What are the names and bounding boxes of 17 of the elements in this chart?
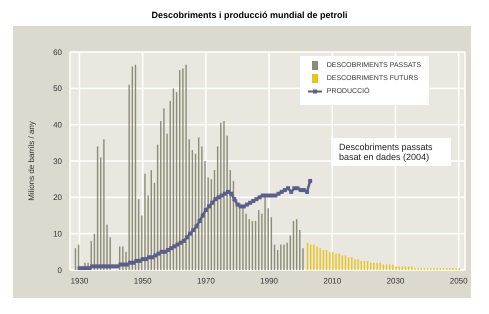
- x-tick-label: 1950: [134, 276, 152, 286]
- y-tick-label: 10: [53, 230, 63, 239]
- x-tick-label: 1970: [196, 276, 216, 286]
- x-tick-label: 2030: [386, 276, 405, 286]
- x-tick-label: 2050: [450, 276, 468, 286]
- chart-title: Descobriments i producció mundial de petroli: [150, 9, 349, 22]
- y-tick-label: 0: [58, 266, 63, 275]
- x-tick-label: 1930: [70, 276, 89, 286]
- annotation: Descobriments passats basat en dades (2004): [331, 138, 451, 166]
- y-tick-label: 60: [53, 48, 63, 57]
- x-tick-label: 1990: [260, 276, 279, 286]
- y-axis-title: Milions de barrils / any: [26, 121, 36, 201]
- y-tick-label: 20: [53, 193, 63, 202]
- x-tick-label: 2010: [323, 276, 342, 286]
- y-tick-label: 30: [53, 156, 63, 166]
- y-tick-label: 50: [53, 84, 63, 94]
- y-tick-label: 40: [53, 120, 63, 130]
